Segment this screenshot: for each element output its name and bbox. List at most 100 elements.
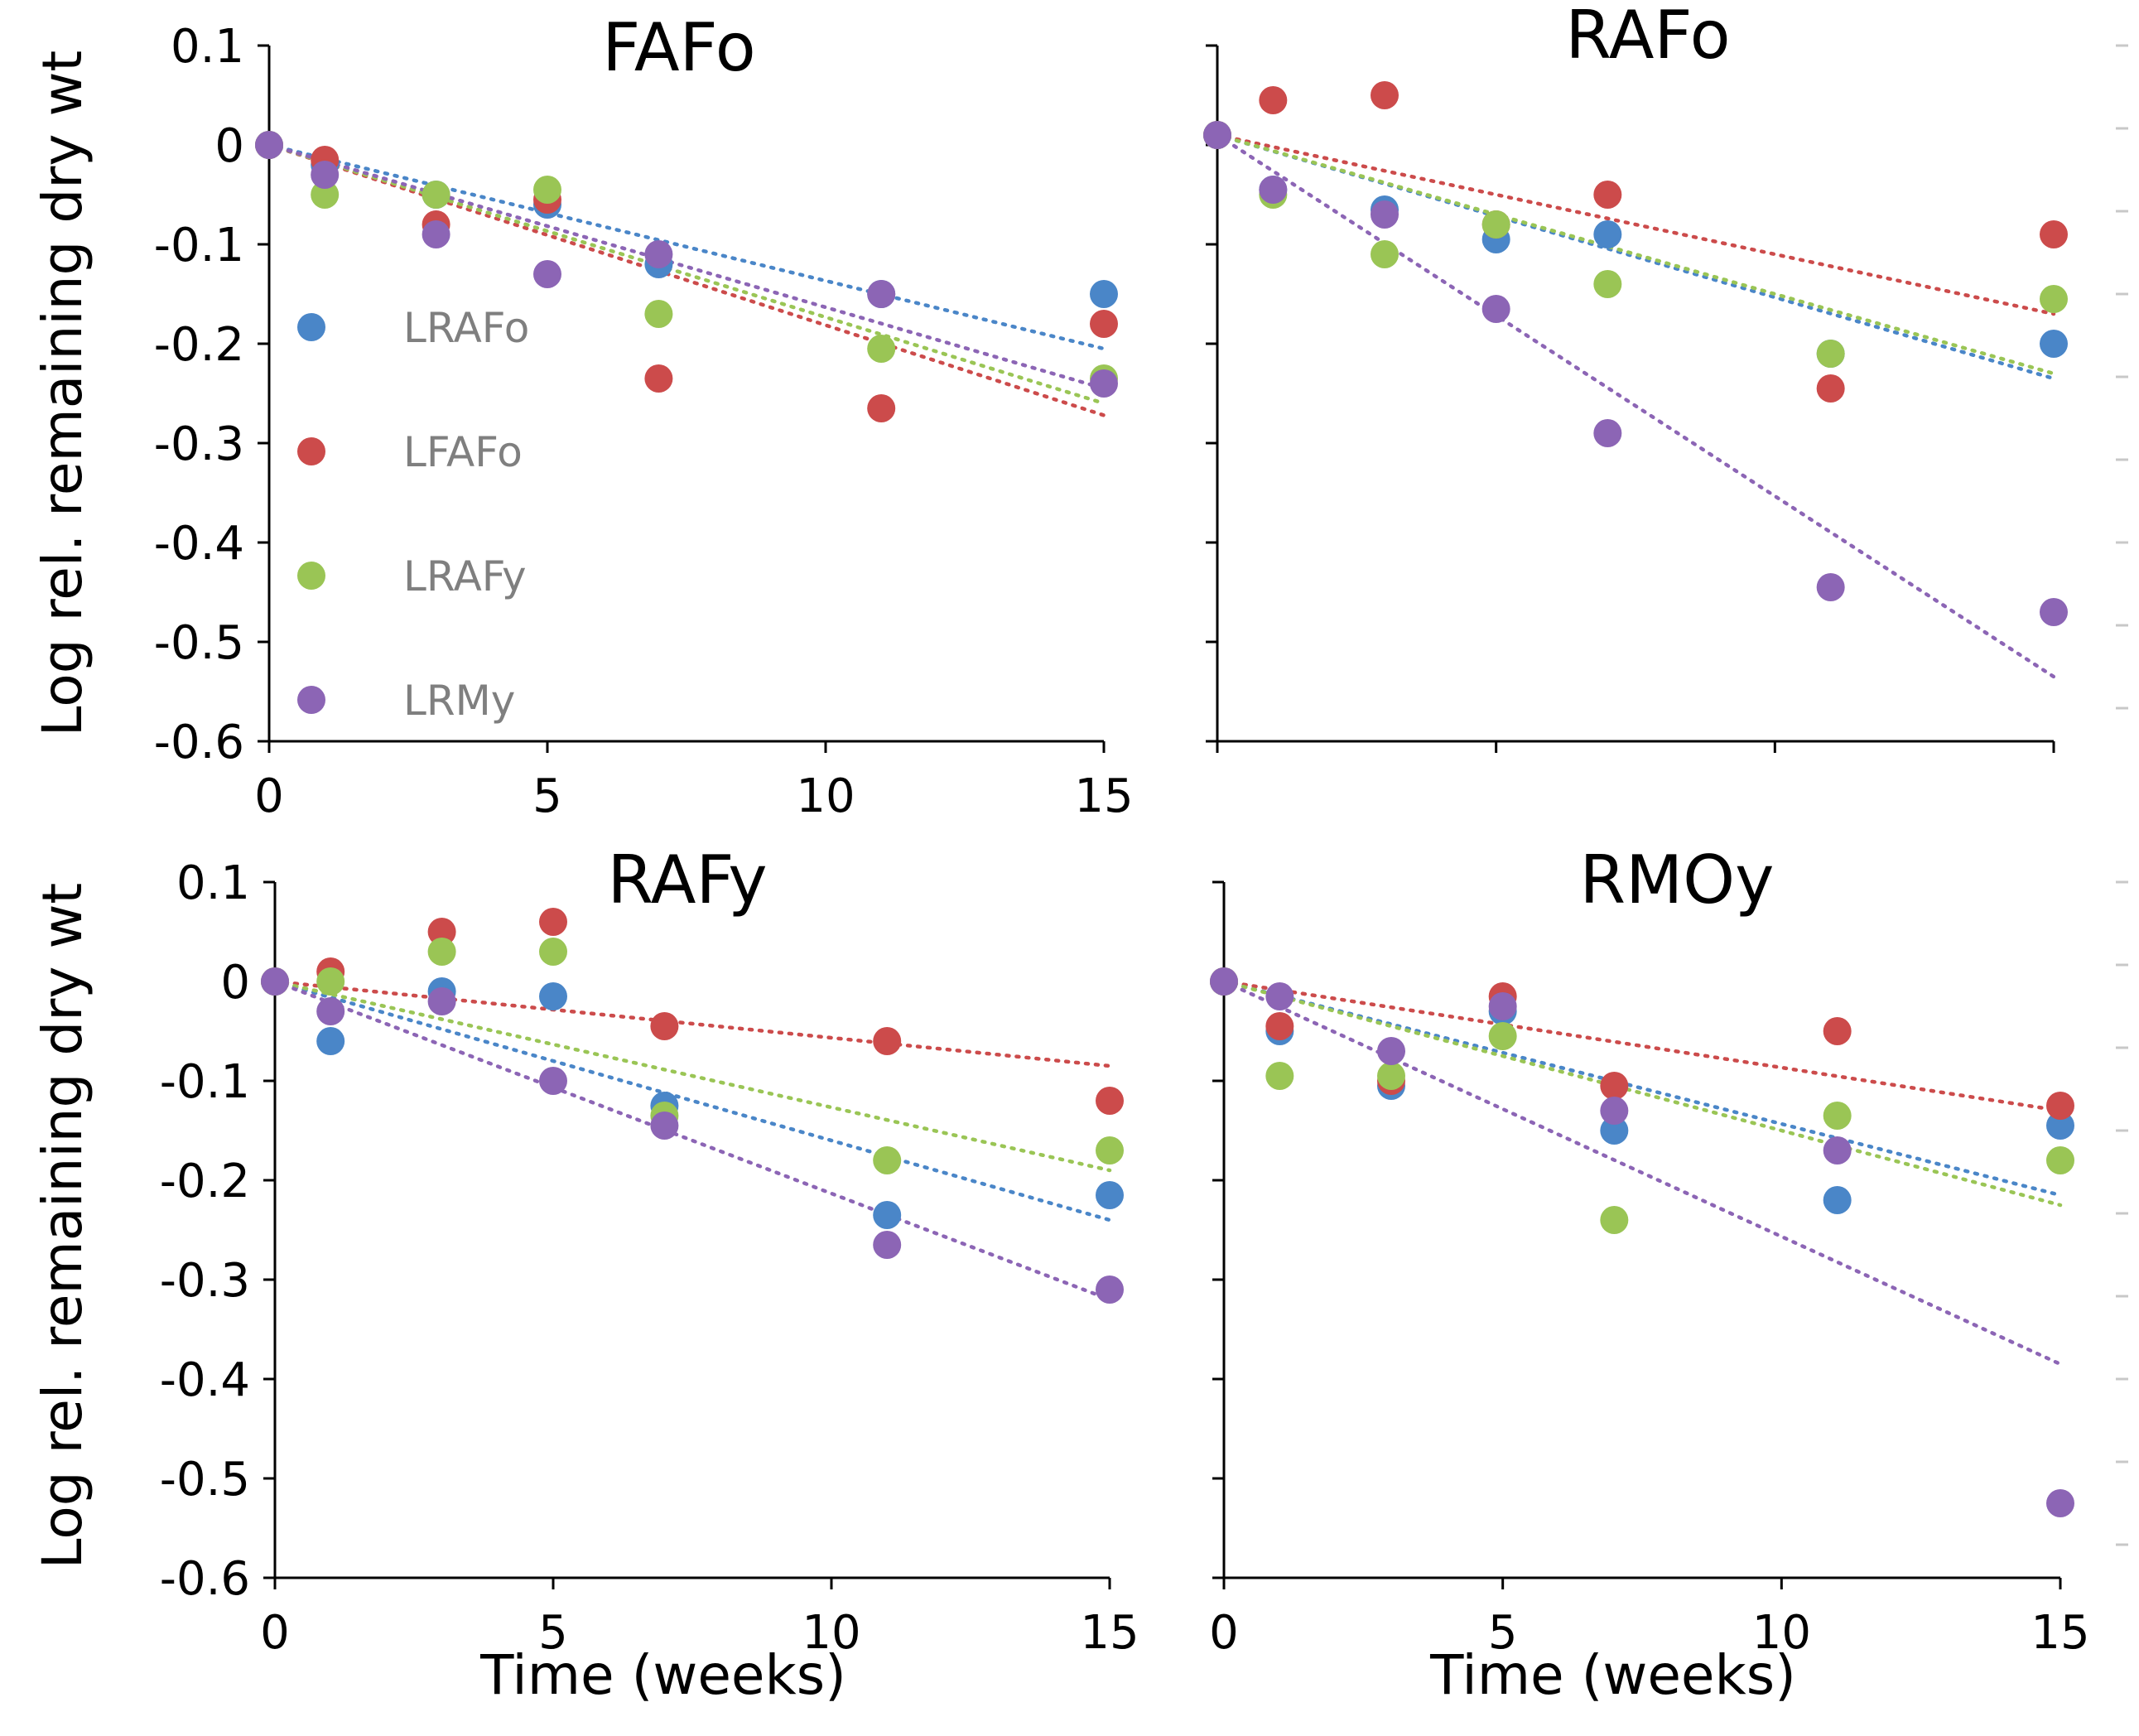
- point-lrmy: [873, 1231, 902, 1259]
- x-tick-label: 10: [796, 769, 855, 823]
- point-lfafo: [867, 394, 896, 422]
- point-lrafy: [1481, 210, 1510, 239]
- y-tick-label: -0.6: [160, 1552, 250, 1606]
- point-lrmy: [316, 997, 345, 1025]
- y-tick-label: -0.1: [154, 219, 244, 272]
- trendline-lrafo: [1215, 133, 2056, 381]
- point-lrmy: [1096, 1275, 1124, 1304]
- point-lrafy: [316, 967, 345, 996]
- point-lrafy: [1593, 270, 1622, 298]
- panel-title: FAFo: [602, 9, 756, 86]
- point-lrafo: [2046, 1112, 2074, 1140]
- point-lrafy: [1600, 1206, 1629, 1234]
- point-lfafo: [2040, 220, 2068, 248]
- trendline-lrafy: [1215, 133, 2056, 376]
- point-lrmy: [2040, 598, 2068, 626]
- point-lrmy: [650, 1112, 679, 1140]
- point-lfafo: [1600, 1072, 1629, 1100]
- trendline-lfafo: [1215, 133, 2056, 316]
- x-tick-label: 10: [1752, 1606, 1811, 1660]
- trendline-lfafo: [1221, 979, 2063, 1113]
- point-lrafo: [1090, 280, 1118, 308]
- x-tick-label: 15: [1074, 769, 1133, 823]
- x-tick-label: 0: [1209, 1606, 1239, 1660]
- point-lrafo: [539, 982, 567, 1010]
- y-tick-label: -0.5: [160, 1453, 250, 1507]
- point-lfafo: [1823, 1017, 1852, 1045]
- point-lrmy: [1481, 295, 1510, 323]
- y-tick-label: 0: [220, 956, 250, 1010]
- x-tick-label: 5: [538, 1606, 568, 1660]
- y-tick-label: 0: [214, 119, 244, 173]
- legend-marker-lrafy: [297, 562, 325, 590]
- panel-rmoy: 0 5 10 15 RMOy Time (weeks): [1209, 841, 2089, 1707]
- point-lrafy: [2046, 1146, 2074, 1174]
- point-lrmy: [1090, 369, 1118, 398]
- point-lfafo: [1593, 181, 1622, 209]
- point-lrafy: [644, 300, 673, 328]
- point-lrmy: [1203, 121, 1231, 149]
- point-lrafo: [1096, 1181, 1124, 1209]
- point-lfafo: [1265, 1012, 1294, 1040]
- y-tick-label: -0.3: [160, 1254, 250, 1308]
- point-lfafo: [427, 918, 456, 946]
- point-lfafo: [539, 908, 567, 936]
- y-tick-label: -0.4: [160, 1353, 250, 1407]
- point-lrmy: [261, 967, 289, 996]
- panel-title: RAFo: [1565, 0, 1730, 74]
- y-axis-title: Log rel. remaining dry wt: [31, 51, 94, 737]
- y-tick-label: -0.1: [160, 1055, 250, 1109]
- point-lrmy: [533, 260, 561, 288]
- x-tick-label: 0: [254, 769, 284, 823]
- point-lfafo: [1371, 81, 1399, 109]
- legend-marker-lrmy: [297, 686, 325, 714]
- trendline-lrmy: [1215, 133, 2056, 679]
- point-lfafo: [650, 1012, 679, 1040]
- y-tick-label: -0.6: [154, 716, 244, 769]
- point-lrmy: [1265, 982, 1294, 1010]
- point-lrmy: [1488, 992, 1517, 1020]
- y-tick-label: -0.3: [154, 417, 244, 471]
- point-lrmy: [2046, 1489, 2074, 1517]
- point-lrafy: [533, 176, 561, 204]
- trendline-lrafo: [272, 979, 1112, 1222]
- point-lrmy: [422, 220, 450, 248]
- trendline-lfafo: [267, 142, 1106, 417]
- point-lrafy: [1371, 240, 1399, 268]
- panel-rafy: 0.10-0.1-0.2-0.3-0.4-0.5-0.60 5 10 15RAFyLo…: [31, 841, 1139, 1707]
- point-lrafy: [1488, 1022, 1517, 1050]
- trendline-lrmy: [1221, 979, 2063, 1367]
- trendline-lrmy: [267, 142, 1106, 391]
- point-lrmy: [1371, 200, 1399, 229]
- point-lrmy: [1259, 176, 1288, 204]
- trendline-lrafo: [1221, 979, 2063, 1198]
- legend-label-lrafy: LRAFy: [403, 552, 527, 600]
- point-lfafo: [873, 1027, 902, 1055]
- point-lrafy: [873, 1146, 902, 1174]
- trendline-lrmy: [272, 979, 1112, 1302]
- point-lfafo: [1259, 86, 1288, 114]
- point-lrmy: [1210, 967, 1238, 996]
- point-lrafo: [1600, 1116, 1629, 1145]
- trendline-lrafy: [267, 142, 1106, 406]
- point-lrmy: [1600, 1097, 1629, 1125]
- panel-title: RMOy: [1580, 841, 1775, 919]
- point-lrafo: [316, 1027, 345, 1055]
- x-axis-title: Time (weeks): [1429, 1643, 1796, 1707]
- trendline-lfafo: [272, 979, 1112, 1068]
- panel-fafo: 0.10-0.1-0.2-0.3-0.4-0.5-0.60 5 10 15FAFoLo…: [31, 9, 1134, 823]
- legend: LRAFo LFAFo LRAFy LRMy: [297, 304, 529, 725]
- point-lrmy: [255, 131, 283, 159]
- point-lfafo: [1096, 1087, 1124, 1115]
- point-lfafo: [2046, 1092, 2074, 1120]
- point-lfafo: [644, 364, 673, 393]
- y-tick-label: -0.2: [154, 318, 244, 372]
- point-lrafy: [1377, 1062, 1405, 1090]
- x-tick-label: 5: [532, 769, 562, 823]
- point-lrafo: [2040, 330, 2068, 358]
- point-lrafy: [1096, 1136, 1124, 1165]
- y-tick-label: -0.2: [160, 1155, 250, 1208]
- y-axis-title: Log rel. remaining dry wt: [31, 883, 94, 1570]
- legend-label-lrmy: LRMy: [403, 677, 515, 725]
- x-tick-label: 5: [1488, 1606, 1518, 1660]
